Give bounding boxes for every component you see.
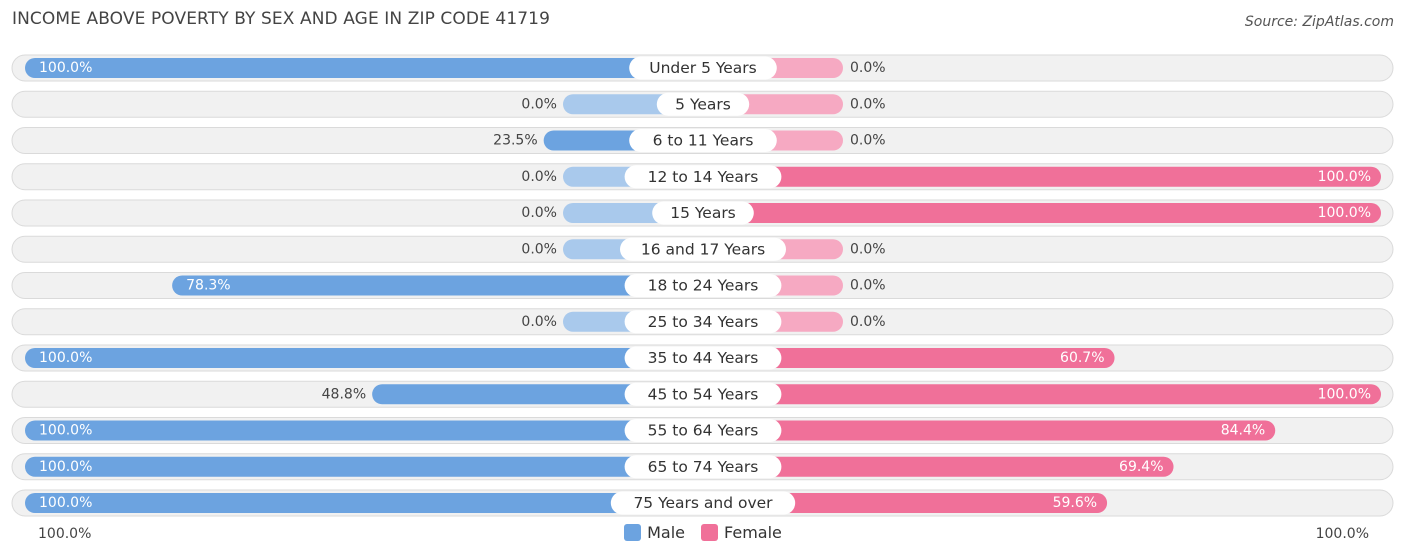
category-label: Under 5 Years (649, 59, 757, 77)
female-bar (703, 420, 1276, 441)
male-bar (25, 348, 703, 368)
category-label: 65 to 74 Years (648, 458, 759, 476)
bar-chart: 100.0% 0.0% Under 5 Years 0.0% 0.0% 5 Years 23… (11, 54, 1394, 517)
male-bar (25, 58, 703, 78)
axis-label-left: 100.0% (38, 526, 92, 542)
male-value-label: 78.3% (186, 278, 230, 294)
category-label: 18 to 24 Years (648, 277, 759, 295)
male-value-label: 0.0% (521, 169, 557, 185)
female-bar (703, 384, 1381, 405)
legend-label-male: Male (647, 523, 686, 542)
category-pill (624, 455, 782, 479)
female-value-label: 100.0% (1318, 169, 1371, 185)
category-label: 15 Years (670, 204, 736, 222)
category-label: 35 to 44 Years (648, 349, 759, 367)
category-pill (629, 56, 777, 80)
male-value-label: 48.8% (322, 386, 366, 402)
chart-title: INCOME ABOVE POVERTY BY SEX AND AGE IN Z… (12, 9, 551, 29)
category-label: 5 Years (675, 95, 731, 113)
category-pill (624, 310, 782, 334)
female-bar (703, 348, 1115, 368)
category-pill (620, 237, 786, 261)
category-label: 6 to 11 Years (653, 132, 754, 150)
female-value-label: 0.0% (850, 314, 886, 330)
category-label: 55 to 64 Years (648, 422, 759, 440)
legend-label-female: Female (724, 523, 782, 542)
female-value-label: 0.0% (850, 133, 886, 149)
category-pill (624, 346, 782, 370)
category-pill (624, 382, 782, 406)
legend-item-female: Female (701, 523, 782, 542)
category-label: 16 and 17 Years (641, 240, 765, 258)
female-value-label: 84.4% (1221, 423, 1265, 439)
axis-label-right: 100.0% (1315, 526, 1369, 542)
female-value-label: 100.0% (1318, 386, 1371, 402)
female-value-label: 59.6% (1053, 495, 1097, 511)
male-value-label: 100.0% (39, 423, 92, 439)
legend-item-male: Male (624, 523, 685, 542)
female-bar (703, 166, 1381, 187)
male-bar (25, 456, 703, 477)
male-value-label: 0.0% (521, 314, 557, 330)
female-value-label: 0.0% (850, 241, 886, 257)
male-bar (172, 275, 704, 296)
female-bar (703, 456, 1174, 477)
male-value-label: 100.0% (39, 60, 92, 76)
male-bar (25, 493, 703, 513)
female-value-label: 0.0% (850, 60, 886, 76)
category-pill (624, 274, 782, 297)
source-note: Source: ZipAtlas.com (1244, 14, 1394, 30)
male-value-label: 100.0% (39, 459, 92, 475)
category-label: 25 to 34 Years (648, 313, 759, 331)
female-value-label: 100.0% (1318, 205, 1371, 221)
female-value-label: 60.7% (1060, 350, 1104, 366)
legend-swatch-male (624, 524, 642, 541)
category-pill (656, 92, 750, 116)
male-value-label: 0.0% (521, 241, 557, 257)
category-label: 45 to 54 Years (648, 385, 759, 403)
male-value-label: 0.0% (521, 96, 557, 112)
category-pill (652, 201, 754, 225)
male-value-label: 23.5% (493, 133, 537, 149)
male-value-label: 0.0% (521, 205, 557, 221)
category-pill (610, 491, 796, 515)
female-bar (703, 203, 1381, 223)
male-value-label: 100.0% (39, 495, 92, 511)
category-label: 12 to 14 Years (648, 168, 759, 186)
female-value-label: 69.4% (1119, 459, 1163, 475)
category-pill (624, 419, 782, 442)
category-pill (629, 129, 777, 152)
male-bar (372, 384, 703, 405)
male-bar (25, 420, 703, 441)
female-bar (703, 493, 1108, 513)
category-pill (624, 165, 782, 189)
legend: Male Female (0, 523, 1406, 542)
male-value-label: 100.0% (39, 350, 92, 366)
legend-swatch-female (701, 524, 719, 541)
female-value-label: 0.0% (850, 96, 886, 112)
female-value-label: 0.0% (850, 278, 886, 294)
category-label: 75 Years and over (633, 494, 773, 512)
